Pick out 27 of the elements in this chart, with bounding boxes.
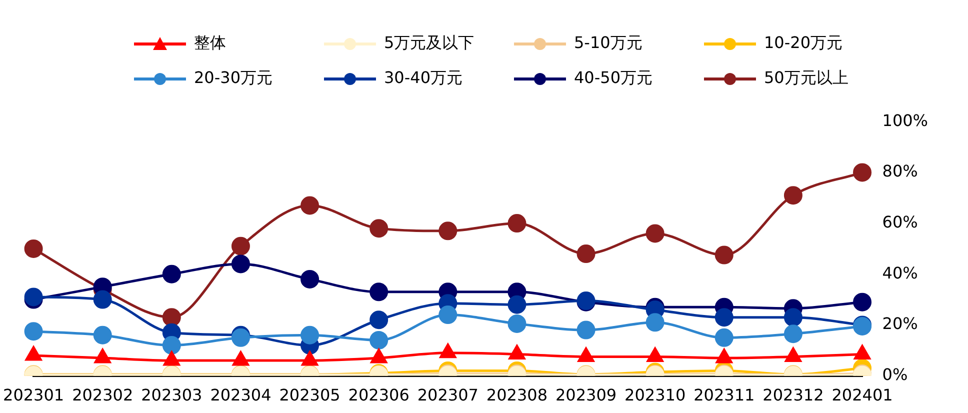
legend-label: 20-30万元	[194, 68, 272, 89]
x-tick-label: 202303	[141, 386, 202, 405]
legend-label: 50万元以上	[764, 68, 848, 89]
x-tick-label: 202306	[348, 386, 410, 405]
x-tick-label: 202305	[279, 386, 340, 405]
x-tick-label: 202401	[832, 386, 893, 405]
x-tick-label: 202302	[72, 386, 134, 405]
legend-label: 10-20万元	[764, 33, 842, 54]
x-tick-label: 202312	[762, 386, 824, 405]
legend-label: 40-50万元	[574, 68, 652, 89]
y-tick-label: 80%	[882, 162, 918, 181]
x-tick-label: 202301	[3, 386, 64, 405]
legend-label: 整体	[194, 33, 226, 54]
x-tick-label: 202304	[210, 386, 272, 405]
legend-label: 5万元及以下	[384, 33, 474, 54]
x-tick-label: 202311	[694, 386, 755, 405]
x-tick-label: 202310	[624, 386, 686, 405]
y-tick-label: 20%	[882, 314, 918, 334]
y-tick-label: 0%	[882, 364, 908, 384]
x-tick-label: 202308	[486, 386, 548, 405]
legend-label: 5-10万元	[574, 33, 642, 54]
y-tick-label: 60%	[882, 212, 918, 232]
y-tick-label: 40%	[882, 263, 918, 282]
x-tick-label: 202307	[417, 386, 478, 405]
x-tick-label: 202309	[555, 386, 617, 405]
y-tick-label: 100%	[882, 110, 928, 130]
legend-label: 30-40万元	[384, 68, 462, 89]
